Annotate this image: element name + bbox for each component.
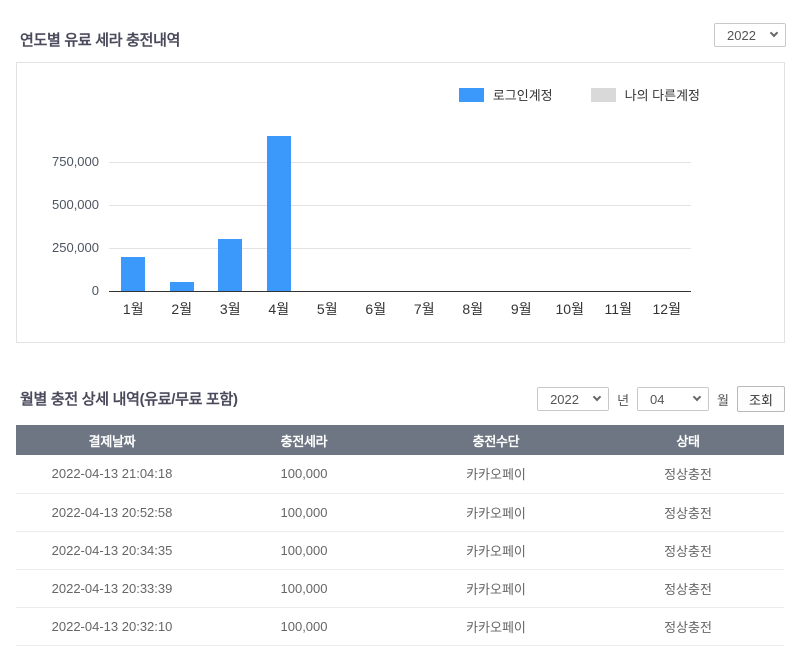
chart-legend: 로그인계정 나의 다른계정 bbox=[458, 85, 700, 104]
x-axis-label: 5월 bbox=[316, 301, 338, 317]
table-header: 결제날짜 충전세라 충전수단 상태 bbox=[16, 425, 784, 455]
detail-year-select[interactable]: 2022 bbox=[537, 387, 610, 411]
bar-3월[interactable] bbox=[218, 239, 243, 291]
table-cell: 카카오페이 bbox=[400, 607, 592, 646]
x-axis-label: 3월 bbox=[219, 301, 241, 317]
search-button[interactable]: 조회 bbox=[737, 386, 785, 412]
x-axis-label: 9월 bbox=[510, 301, 532, 317]
year-select-top[interactable]: 2022 bbox=[714, 23, 786, 47]
table-cell: 정상충전 bbox=[592, 531, 784, 570]
table-cell: 100,000 bbox=[208, 569, 400, 608]
table-cell: 카카오페이 bbox=[400, 531, 592, 570]
x-axis-line bbox=[109, 291, 691, 292]
x-axis-label: 12월 bbox=[652, 301, 681, 317]
y-tick-label: 0 bbox=[91, 283, 99, 298]
yearly-charge-chart: 로그인계정 나의 다른계정 0 250,000 500,000 750,000 1월 2월 3… bbox=[16, 62, 785, 343]
table-cell: 카카오페이 bbox=[400, 569, 592, 608]
table-cell: 2022-04-13 21:04:18 bbox=[16, 455, 208, 494]
detail-month-select-wrap: 04 bbox=[637, 387, 710, 411]
table-cell: 100,000 bbox=[208, 531, 400, 570]
x-axis-label: 11월 bbox=[604, 301, 632, 317]
table-header-cell: 결제날짜 bbox=[16, 425, 208, 455]
x-axis-label: 8월 bbox=[462, 301, 484, 317]
x-axis-label: 6월 bbox=[365, 301, 387, 317]
x-axis-label: 7월 bbox=[413, 301, 435, 317]
y-tick-label: 500,000 bbox=[52, 197, 99, 212]
table-body: 2022-04-13 21:04:18 100,000 카카오페이 정상충전 2022-… bbox=[16, 455, 784, 646]
table-cell: 2022-04-13 20:33:39 bbox=[16, 569, 208, 608]
x-axis-label: 10월 bbox=[555, 301, 584, 317]
y-tick-label: 750,000 bbox=[52, 154, 99, 169]
table-row: 2022-04-13 21:04:18 100,000 카카오페이 정상충전 bbox=[16, 455, 784, 494]
table-row: 2022-04-13 20:52:58 100,000 카카오페이 정상충전 bbox=[16, 493, 784, 532]
charge-detail-table: 결제날짜 충전세라 충전수단 상태 2022-04-13 21:04:18 100,00… bbox=[16, 425, 784, 646]
table-cell: 정상충전 bbox=[592, 607, 784, 646]
legend-swatch-icon bbox=[458, 87, 484, 102]
bar-1월[interactable] bbox=[121, 256, 146, 291]
section-title-detail: 월별 충전 상세 내역(유료/무료 포함) bbox=[20, 391, 238, 408]
legend-item: 나의 다른계정 bbox=[590, 85, 700, 104]
table-row: 2022-04-13 20:34:35 100,000 카카오페이 정상충전 bbox=[16, 531, 784, 570]
gridline bbox=[109, 248, 691, 249]
detail-month-select[interactable]: 04 bbox=[637, 387, 710, 411]
x-axis-label: 4월 bbox=[268, 301, 290, 317]
section-title-yearly: 연도별 유료 세라 충전내역 bbox=[20, 32, 181, 49]
table-row: 2022-04-13 20:33:39 100,000 카카오페이 정상충전 bbox=[16, 569, 784, 608]
x-axis-label: 1월 bbox=[122, 301, 144, 317]
table-cell: 2022-04-13 20:34:35 bbox=[16, 531, 208, 570]
bar-4월[interactable] bbox=[266, 136, 291, 291]
table-cell: 100,000 bbox=[208, 455, 400, 494]
table-cell: 카카오페이 bbox=[400, 493, 592, 532]
gridline bbox=[109, 162, 691, 163]
month-unit-label: 월 bbox=[717, 392, 729, 408]
table-cell: 카카오페이 bbox=[400, 455, 592, 494]
table-header-cell: 충전세라 bbox=[208, 425, 400, 455]
table-cell: 2022-04-13 20:32:10 bbox=[16, 607, 208, 646]
table-cell: 100,000 bbox=[208, 607, 400, 646]
table-header-row: 결제날짜 충전세라 충전수단 상태 bbox=[16, 425, 784, 455]
gridline bbox=[109, 205, 691, 206]
table-header-cell: 상태 bbox=[592, 425, 784, 455]
legend-item: 로그인계정 bbox=[458, 85, 553, 104]
x-axis-label: 2월 bbox=[171, 301, 193, 317]
table-cell: 정상충전 bbox=[592, 455, 784, 494]
table-cell: 100,000 bbox=[208, 493, 400, 532]
table-cell: 정상충전 bbox=[592, 493, 784, 532]
year-select-top-wrap: 2022 bbox=[714, 23, 786, 47]
table-cell: 2022-04-13 20:52:58 bbox=[16, 493, 208, 532]
bar-2월[interactable] bbox=[169, 282, 194, 291]
legend-swatch-icon bbox=[590, 87, 616, 102]
table-cell: 정상충전 bbox=[592, 569, 784, 608]
table-header-cell: 충전수단 bbox=[400, 425, 592, 455]
detail-year-select-wrap: 2022 bbox=[537, 387, 610, 411]
table-row: 2022-04-13 20:32:10 100,000 카카오페이 정상충전 bbox=[16, 607, 784, 646]
year-unit-label: 년 bbox=[617, 392, 630, 408]
legend-label: 나의 다른계정 bbox=[624, 88, 700, 103]
legend-label: 로그인계정 bbox=[492, 88, 553, 103]
detail-filter-controls: 2022 년 04 월 조회 bbox=[537, 386, 785, 412]
y-tick-label: 250,000 bbox=[52, 240, 99, 255]
